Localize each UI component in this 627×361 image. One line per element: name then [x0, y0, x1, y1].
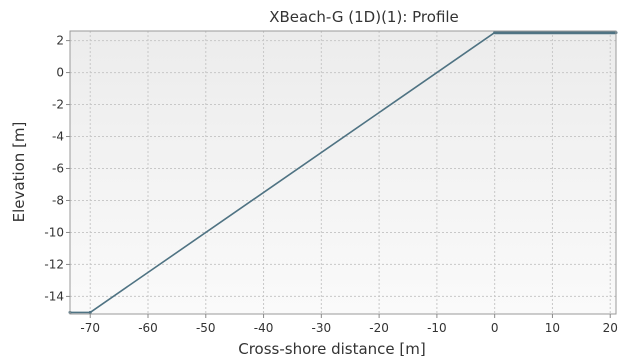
x-tick-label: -50 — [196, 321, 216, 335]
y-tick-label: -10 — [44, 225, 64, 239]
y-tick-label: 0 — [56, 66, 64, 80]
profile-point — [88, 310, 92, 314]
x-tick-label: 10 — [545, 321, 560, 335]
series-group — [68, 30, 618, 314]
x-tick-label: -10 — [427, 321, 447, 335]
y-tick-label: -12 — [44, 257, 64, 271]
x-tick-label: -60 — [138, 321, 158, 335]
x-tick-label: -30 — [312, 321, 332, 335]
plot-area — [70, 31, 616, 314]
y-axis: 2 0 -2 -4 -6 -8 -10 -12 -14 — [44, 34, 70, 303]
y-tick-label: -4 — [52, 130, 64, 144]
x-tick-label: -70 — [80, 321, 100, 335]
x-tick-label: 20 — [603, 321, 618, 335]
x-axis: -70 -60 -50 -40 -30 -20 -10 0 10 20 — [80, 314, 618, 335]
y-tick-label: 2 — [56, 34, 64, 48]
x-tick-label: -40 — [254, 321, 274, 335]
plot-border — [69, 30, 617, 315]
x-axis-label: Cross-shore distance [m] — [238, 340, 426, 358]
grid-lines — [70, 31, 616, 314]
y-tick-label: -6 — [52, 162, 64, 176]
y-tick-label: -14 — [44, 289, 64, 303]
y-tick-label: -2 — [52, 98, 64, 112]
y-tick-label: -8 — [52, 193, 64, 207]
x-tick-label: -20 — [369, 321, 389, 335]
chart-title: XBeach-G (1D)(1): Profile — [269, 8, 459, 26]
y-axis-label: Elevation [m] — [10, 122, 28, 223]
x-tick-label: 0 — [491, 321, 499, 335]
profile-point — [493, 31, 497, 35]
